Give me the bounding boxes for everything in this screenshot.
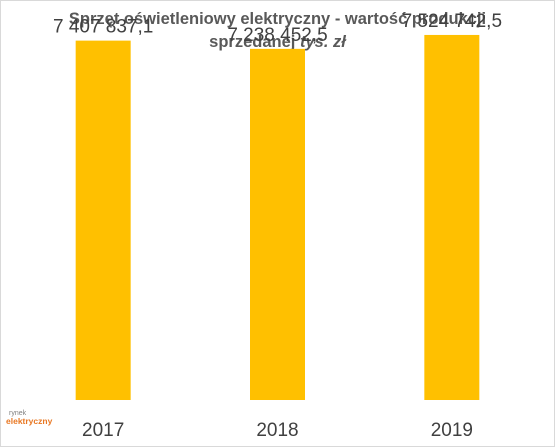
x-tick-label-2019: 2019 — [431, 420, 473, 441]
brand-logo: rynek elektryczny — [6, 410, 52, 426]
chart-title: Sprzęt oświetleniowy elektryczny - warto… — [0, 8, 555, 54]
data-label-2018: 7 238 452,5 — [227, 25, 327, 46]
chart-title-unit: tys. zł — [299, 33, 346, 51]
chart-title-line1: Sprzęt oświetleniowy elektryczny - warto… — [68, 10, 487, 28]
x-tick-label-2018: 2018 — [256, 420, 298, 441]
x-tick-label-2017: 2017 — [82, 420, 124, 441]
bar-2018 — [250, 48, 305, 400]
bar-2017 — [75, 40, 131, 400]
chart-title-subject: sprzedanej — [209, 33, 296, 51]
chart-title-line2: sprzedanej tys. zł — [0, 31, 555, 54]
brand-logo-line2: elektryczny — [6, 416, 53, 426]
data-label-2019: 7 524 742,5 — [402, 11, 502, 32]
brand-logo-line1: rynek — [9, 410, 27, 417]
data-label-2017: 7 407 837,1 — [53, 17, 153, 38]
bar-2019 — [424, 34, 480, 400]
